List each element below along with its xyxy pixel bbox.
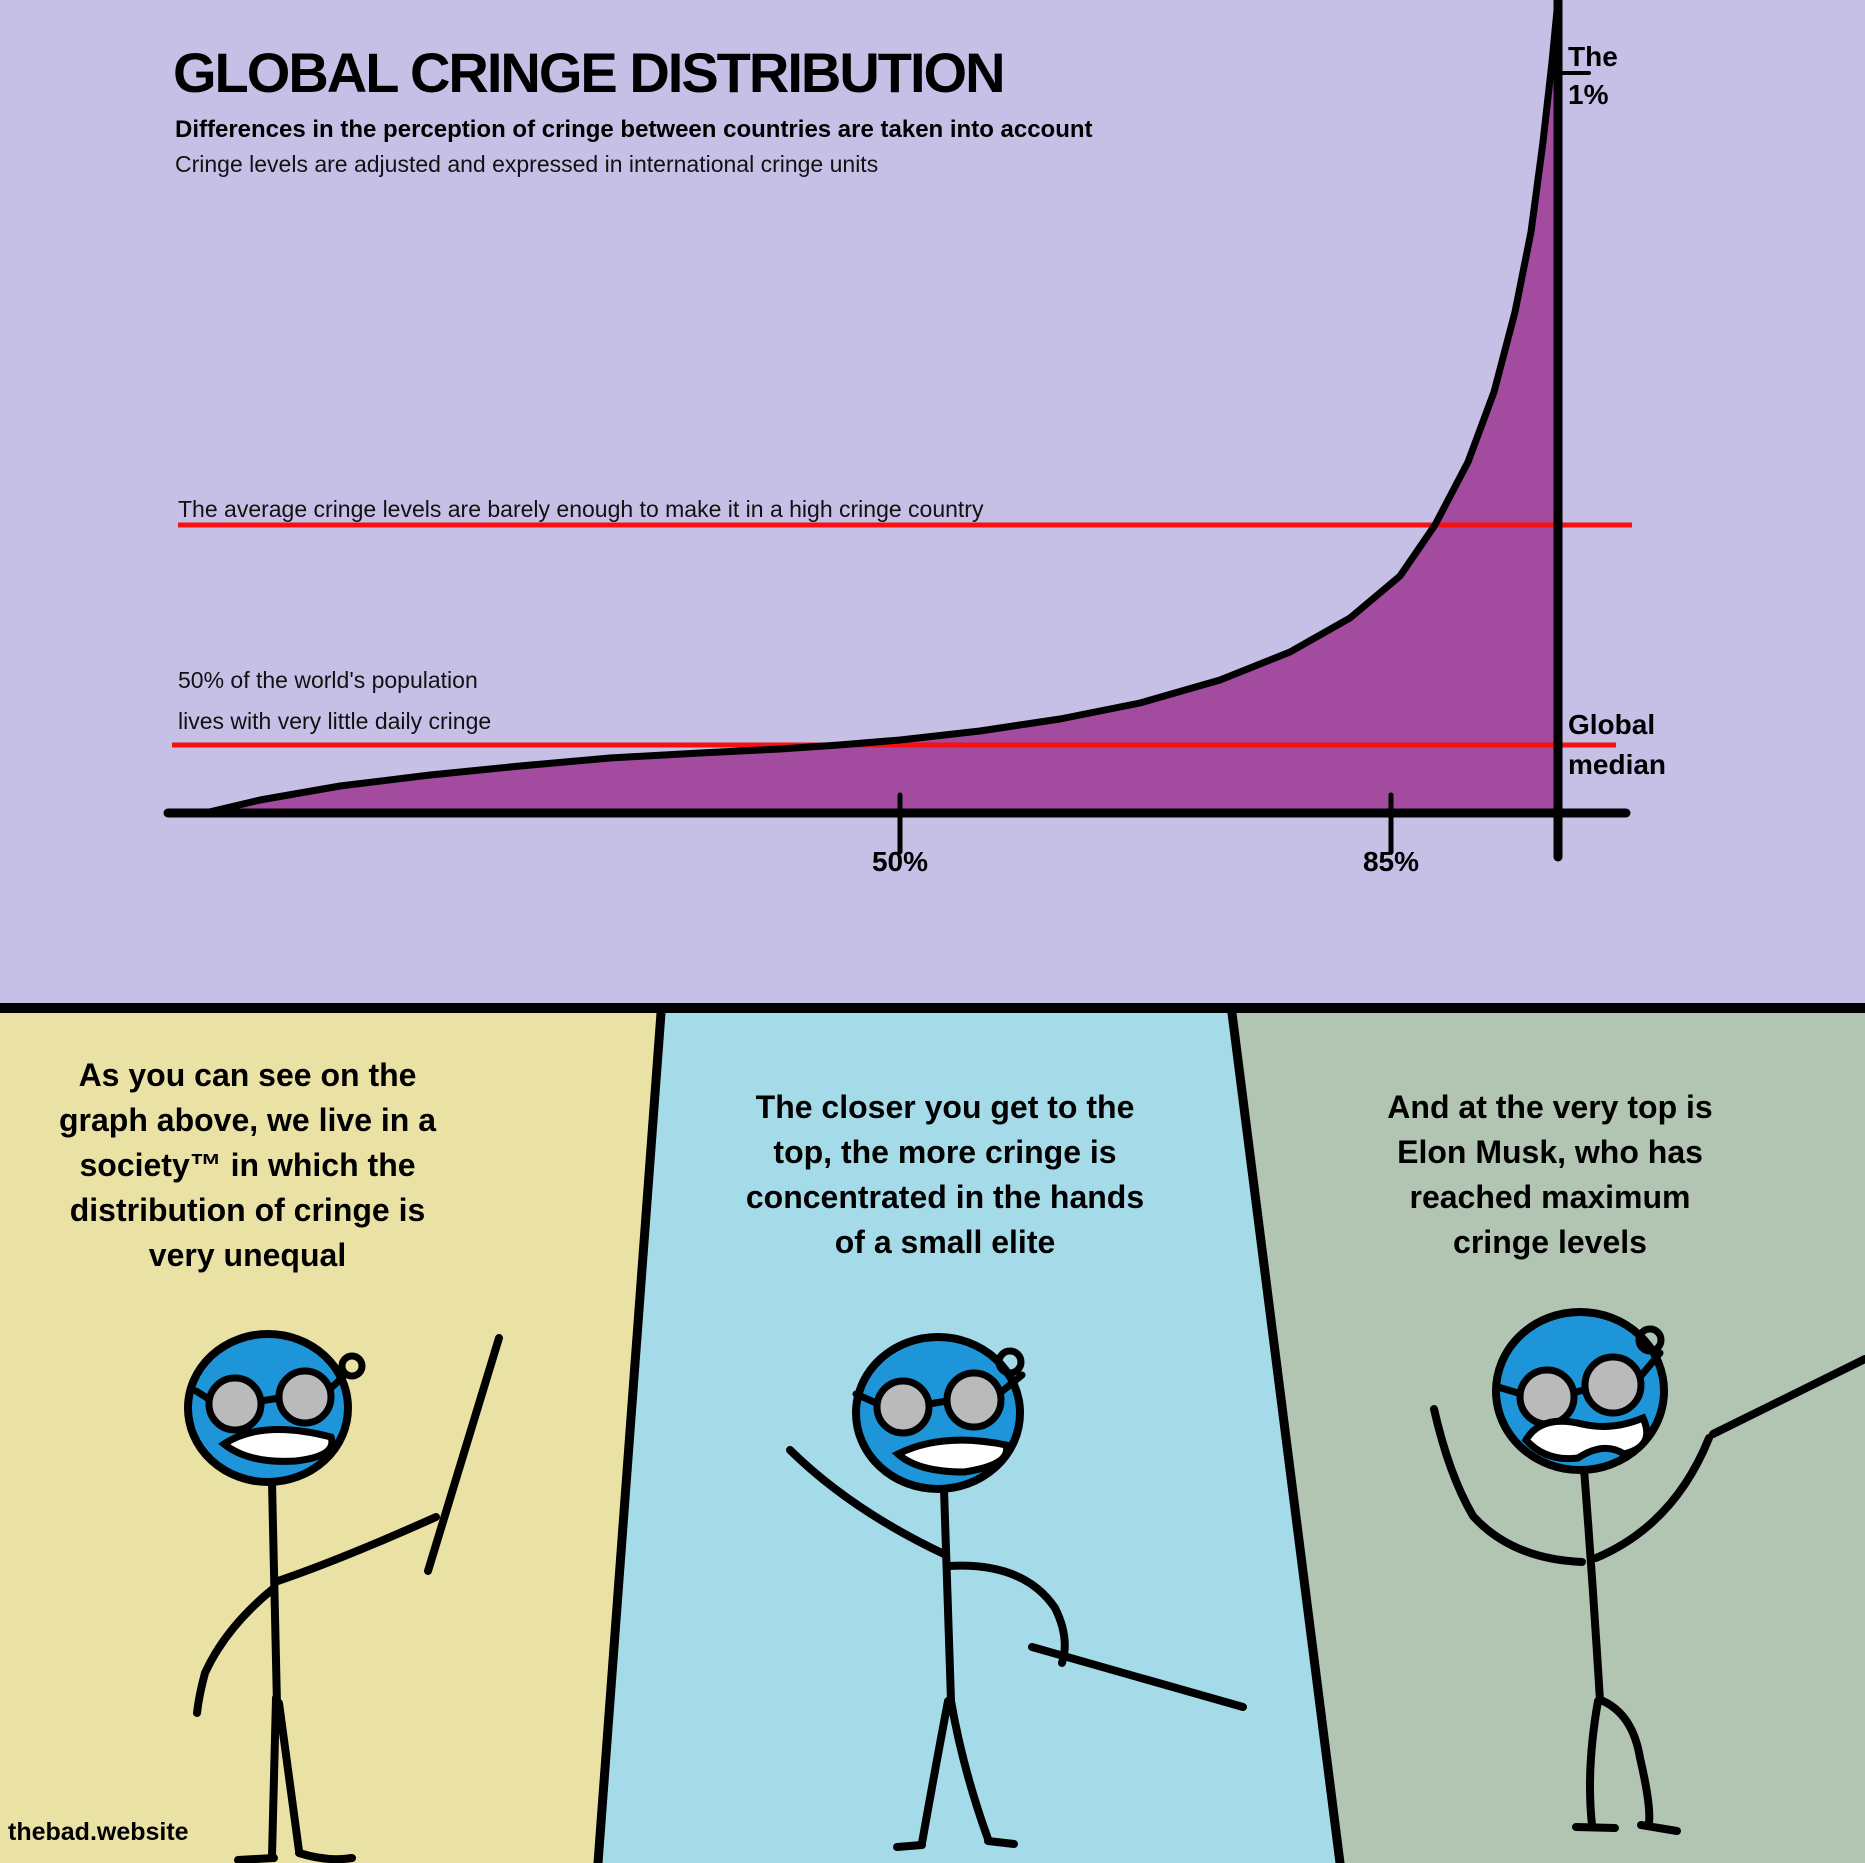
panel-3-caption: And at the very top is Elon Musk, who ha… [1387,1089,1713,1260]
figure2-left-foot [893,1841,926,1851]
figure1-left-foot [234,1854,278,1863]
figure3-glasses-left-lens [1516,1366,1578,1428]
cringe-curve-line [201,0,1562,817]
panel-divider-1 [593,1013,666,1863]
cringe-curve-area [205,0,1558,813]
chart-subtitle-light: Cringe levels are adjusted and expressed… [175,151,879,177]
panel-divider-2 [1227,1013,1345,1863]
figure2-right-leg [947,1697,992,1843]
figure3-right-leg [1599,1697,1654,1827]
figure1-glasses-right-temple [326,1370,350,1393]
figure1-glasses-left-lens [205,1374,265,1434]
figure2-mouth [891,1436,1011,1476]
figure1-right-arm [271,1513,440,1586]
x-tick-label-50: 50% [871,846,929,877]
panel-2-caption: The closer you get to the top, the more … [745,1089,1145,1260]
figure2-right-foot [984,1837,1018,1848]
figure1-pointer-stick [424,1334,503,1575]
chart-subtitle-bold: Differences in the perception of cringe … [175,116,1093,143]
figure2-glasses-right-lens [943,1369,1005,1431]
figure2-glasses-ear-hook-icon [995,1347,1025,1377]
figure1-body [268,1478,281,1709]
figure3-left-arm [1430,1405,1586,1566]
comic-section: As you can see on the graph above, we li… [0,1013,1865,1863]
figure2-right-arm [945,1561,1069,1667]
figure3-pointer-stick [1709,1355,1865,1438]
figure2-body [940,1485,955,1705]
page-title: GLOBAL CRINGE DISTRIBUTION [173,41,1006,104]
figure3-glasses-ear-hook-icon [1635,1325,1665,1355]
watermark: thebad.website [8,1818,189,1846]
chart-section: GLOBAL CRINGE DISTRIBUTION Differences i… [163,0,1667,877]
annotation-average-cringe: The average cringe levels are barely eno… [178,496,984,522]
figure3-mouth [1521,1413,1651,1463]
figure1-left-leg [268,1694,280,1860]
figure1-mouth [218,1426,336,1465]
stick-figure-1 [184,1330,503,1863]
figure1-right-foot [295,1849,356,1863]
figure1-glasses-ear-hook-icon [338,1352,366,1380]
x-tick-label-85: 85% [1362,846,1420,877]
figure3-left-leg [1586,1697,1602,1829]
panel-1-caption: As you can see on the graph above, we li… [58,1057,436,1273]
figure1-right-leg [275,1699,303,1855]
comic-panels-drawing [0,1013,1865,1863]
label-global-median: Global median [1568,709,1667,780]
figure3-left-foot [1572,1823,1619,1832]
figure2-glasses-right-temple [996,1371,1026,1397]
stick-figure-3 [1430,1308,1865,1835]
figure2-glasses-left-temple [852,1390,878,1406]
section-divider-bar [0,1003,1865,1013]
figure2-pointer-stick [1028,1643,1247,1711]
figure3-glasses-left-temple [1494,1383,1522,1397]
figure3-glasses-right-temple [1636,1349,1664,1381]
figure1-glasses-right-lens [275,1367,335,1427]
stick-figure-2 [786,1333,1247,1851]
figure3-right-foot [1637,1821,1681,1835]
figure3-body [1580,1465,1604,1705]
annotation-median-cringe: 50% of the world's population lives with… [178,667,492,734]
figure2-glasses-left-lens [873,1377,933,1437]
figure3-glasses-right-lens [1581,1353,1645,1417]
figure2-left-arm [786,1446,948,1558]
figure3-right-arm [1592,1434,1713,1562]
cringe-distribution-chart [163,0,1632,862]
label-the-one-percent: The 1% [1568,41,1618,110]
figure1-left-arm [193,1584,278,1717]
figure2-left-leg [918,1697,952,1847]
